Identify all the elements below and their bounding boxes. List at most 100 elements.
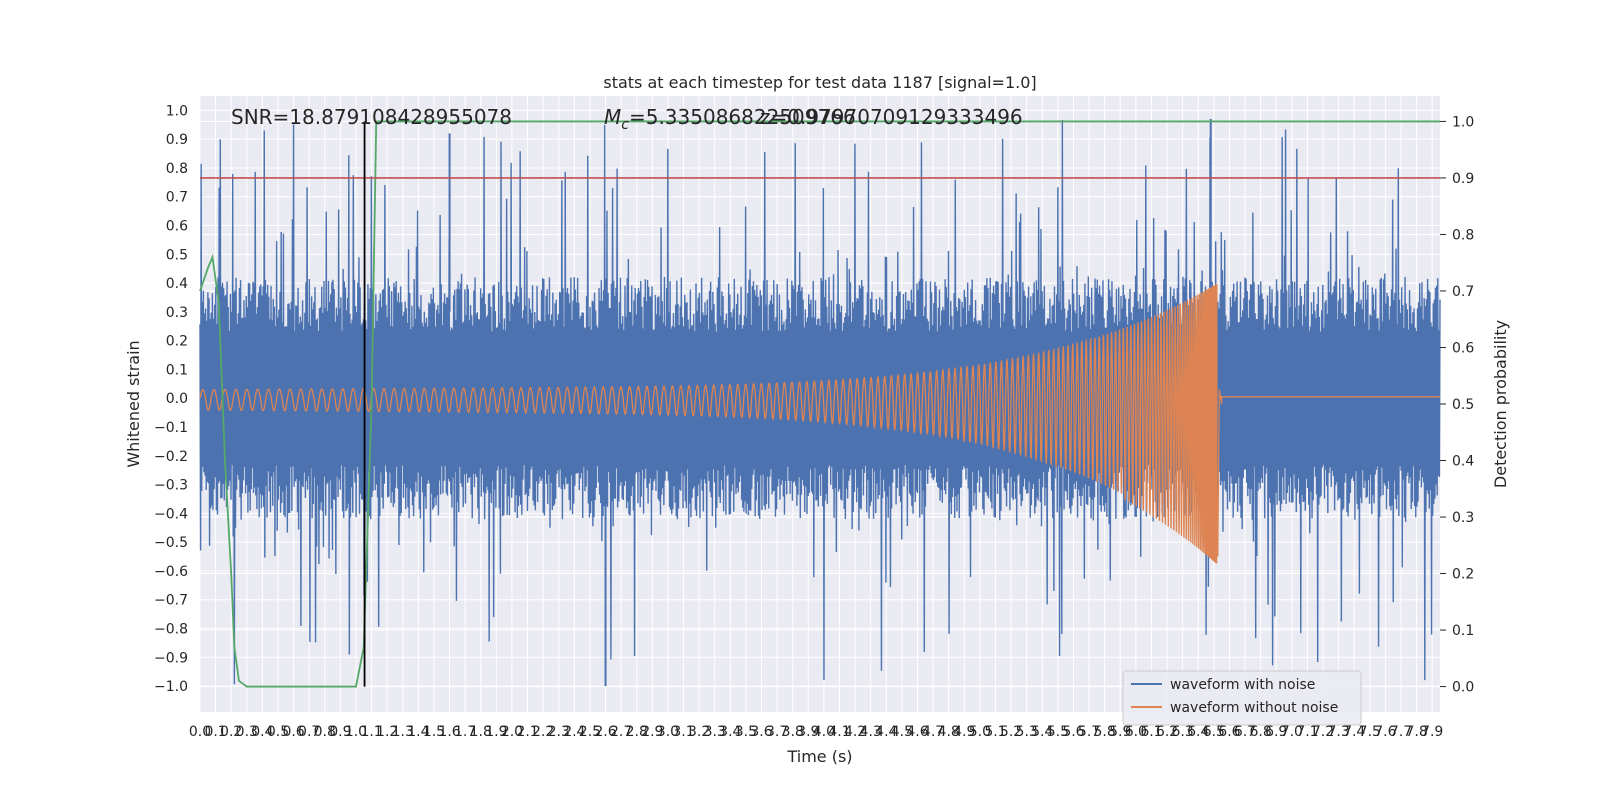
x-tick-label-25: 2.5 bbox=[579, 724, 601, 740]
x-tick-label-54: 5.4 bbox=[1031, 724, 1053, 740]
y-tick-label-10: 0.0 bbox=[166, 391, 188, 407]
x-tick-label-72: 7.2 bbox=[1312, 724, 1334, 740]
x-tick-label-58: 5.8 bbox=[1094, 724, 1116, 740]
x-tick-label-70: 7.0 bbox=[1281, 724, 1303, 740]
y-tick-label-7: −0.3 bbox=[154, 478, 188, 494]
y-tick-label-6: −0.4 bbox=[154, 506, 188, 522]
y-tick-label-19: 0.9 bbox=[166, 132, 188, 148]
x-tick-label-11: 1.1 bbox=[360, 724, 382, 740]
x-tick-label-68: 6.8 bbox=[1249, 724, 1271, 740]
y2-tick-label-6: 0.6 bbox=[1452, 340, 1474, 356]
y2-tick-label-1: 0.1 bbox=[1452, 623, 1474, 639]
y2-tick-label-3: 0.3 bbox=[1452, 510, 1474, 526]
x-tick-label-31: 3.1 bbox=[672, 724, 694, 740]
x-tick-label-0: 0.0 bbox=[189, 724, 211, 740]
x-tick-label-36: 3.6 bbox=[750, 724, 772, 740]
x-tick-label-28: 2.8 bbox=[626, 724, 648, 740]
x-tick-label-77: 7.7 bbox=[1390, 724, 1412, 740]
y-tick-label-20: 1.0 bbox=[166, 103, 188, 119]
x-tick-label-64: 6.4 bbox=[1187, 724, 1209, 740]
x-tick-label-7: 0.7 bbox=[298, 724, 320, 740]
y2-tick-label-5: 0.5 bbox=[1452, 397, 1474, 413]
y-tick-label-8: −0.2 bbox=[154, 449, 188, 465]
y2-axis-label: Detection probability bbox=[1491, 320, 1510, 488]
x-tick-label-43: 4.3 bbox=[860, 724, 882, 740]
y-tick-label-16: 0.6 bbox=[166, 219, 188, 235]
x-tick-label-19: 1.9 bbox=[485, 724, 507, 740]
x-tick-label-23: 2.3 bbox=[548, 724, 570, 740]
x-tick-label-62: 6.2 bbox=[1156, 724, 1178, 740]
y-tick-label-17: 0.7 bbox=[166, 190, 188, 206]
y-axis-ticks: −1.0 −0.9 −0.8 −0.7 −0.6 −0.5 −0.4 −0.3 −0.2 −0.1… bbox=[154, 103, 188, 695]
x-tick-label-66: 6.6 bbox=[1218, 724, 1240, 740]
y2-tick-label-4: 0.4 bbox=[1452, 454, 1474, 470]
y2-tick-label-0: 0.0 bbox=[1452, 680, 1474, 696]
x-tick-label-55: 5.5 bbox=[1047, 724, 1069, 740]
x-tick-label-53: 5.3 bbox=[1016, 724, 1038, 740]
x-tick-label-40: 4.0 bbox=[813, 724, 835, 740]
x-tick-label-1: 0.1 bbox=[204, 724, 226, 740]
x-tick-label-33: 3.3 bbox=[704, 724, 726, 740]
x-tick-label-4: 0.4 bbox=[251, 724, 273, 740]
annotation-mc-sub: c bbox=[621, 117, 629, 133]
x-tick-label-51: 5.1 bbox=[984, 724, 1006, 740]
y2-tick-label-8: 0.8 bbox=[1452, 227, 1474, 243]
x-tick-label-47: 4.7 bbox=[922, 724, 944, 740]
x-tick-label-67: 6.7 bbox=[1234, 724, 1256, 740]
y-tick-label-14: 0.4 bbox=[166, 276, 188, 292]
series-waveform-with-noise bbox=[199, 119, 1441, 687]
x-tick-label-3: 0.3 bbox=[236, 724, 258, 740]
x-tick-label-59: 5.9 bbox=[1109, 724, 1131, 740]
x-tick-label-50: 5.0 bbox=[969, 724, 991, 740]
y-tick-label-18: 0.8 bbox=[166, 161, 188, 177]
x-tick-label-18: 1.8 bbox=[470, 724, 492, 740]
x-tick-label-49: 4.9 bbox=[953, 724, 975, 740]
x-tick-label-39: 3.9 bbox=[797, 724, 819, 740]
x-axis-label: Time (s) bbox=[786, 747, 852, 766]
annotation-snr: SNR=18.879108428955078 bbox=[231, 105, 512, 129]
x-tick-label-15: 1.5 bbox=[423, 724, 445, 740]
x-tick-label-41: 4.1 bbox=[828, 724, 850, 740]
x-tick-label-34: 3.4 bbox=[719, 724, 741, 740]
y-tick-label-12: 0.2 bbox=[166, 334, 188, 350]
y-tick-label-1: −0.9 bbox=[154, 650, 188, 666]
y-tick-label-4: −0.6 bbox=[154, 564, 188, 580]
y-tick-label-0: −1.0 bbox=[154, 679, 188, 695]
x-tick-label-76: 7.6 bbox=[1374, 724, 1396, 740]
x-tick-label-61: 6.1 bbox=[1140, 724, 1162, 740]
x-axis-ticks: 0.00.10.20.30.40.50.60.70.80.91.01.11.21… bbox=[189, 724, 1443, 740]
x-tick-label-14: 1.4 bbox=[407, 724, 429, 740]
y-tick-label-9: −0.1 bbox=[154, 420, 188, 436]
x-tick-label-20: 2.0 bbox=[501, 724, 523, 740]
x-tick-label-75: 7.5 bbox=[1359, 724, 1381, 740]
y2-tick-label-9: 0.9 bbox=[1452, 171, 1474, 187]
x-tick-label-8: 0.8 bbox=[314, 724, 336, 740]
x-tick-label-30: 3.0 bbox=[657, 724, 679, 740]
x-tick-label-12: 1.2 bbox=[376, 724, 398, 740]
legend-box bbox=[1122, 670, 1362, 726]
annotation-chirp-mass: Mc=5.335086822509766 bbox=[604, 105, 856, 133]
x-tick-label-44: 4.4 bbox=[875, 724, 897, 740]
x-tick-label-2: 0.2 bbox=[220, 724, 242, 740]
chart-title: stats at each timestep for test data 118… bbox=[603, 73, 1036, 92]
x-tick-label-32: 3.2 bbox=[688, 724, 710, 740]
y-tick-label-13: 0.3 bbox=[166, 305, 188, 321]
y-tick-label-3: −0.7 bbox=[154, 593, 188, 609]
overlays bbox=[200, 121, 1440, 687]
clean-waveform-path bbox=[199, 284, 1440, 564]
x-tick-label-56: 5.6 bbox=[1062, 724, 1084, 740]
x-tick-label-6: 0.6 bbox=[282, 724, 304, 740]
legend: waveform with noise waveform without noi… bbox=[1122, 670, 1362, 726]
x-tick-label-65: 6.5 bbox=[1203, 724, 1225, 740]
x-tick-label-48: 4.8 bbox=[938, 724, 960, 740]
x-tick-label-60: 6.0 bbox=[1125, 724, 1147, 740]
x-tick-label-5: 0.5 bbox=[267, 724, 289, 740]
x-tick-label-37: 3.7 bbox=[766, 724, 788, 740]
x-tick-label-22: 2.2 bbox=[532, 724, 554, 740]
x-tick-label-78: 7.8 bbox=[1405, 724, 1427, 740]
x-tick-label-71: 7.1 bbox=[1296, 724, 1318, 740]
x-tick-label-63: 6.3 bbox=[1172, 724, 1194, 740]
noise-waveform-path bbox=[199, 119, 1441, 685]
x-tick-label-74: 7.4 bbox=[1343, 724, 1365, 740]
